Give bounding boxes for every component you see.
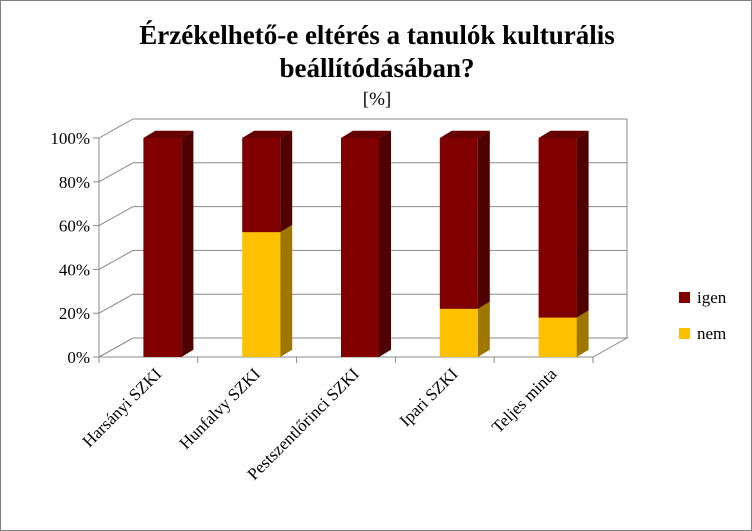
gridline-diagonal	[98, 293, 134, 314]
bar-top	[341, 130, 391, 138]
category-label: Pestszentlőrinci SZKI	[244, 364, 364, 484]
category-label: Ipari SZKI	[396, 364, 462, 430]
legend-swatch	[679, 328, 690, 339]
legend: igen nem	[679, 288, 727, 343]
bar	[242, 138, 281, 233]
legend-label: igen	[697, 288, 727, 307]
bar	[538, 317, 577, 357]
gridline-diagonal	[98, 249, 134, 270]
y-tick-label: 60%	[59, 217, 90, 236]
bar	[341, 138, 379, 357]
bar-side	[280, 224, 293, 357]
y-tick-label: 20%	[59, 304, 90, 323]
gridline-diagonal	[98, 206, 134, 227]
bar	[242, 232, 281, 357]
y-tick-label: 40%	[59, 260, 90, 279]
y-tick-label: 80%	[59, 173, 90, 192]
legend-swatch	[679, 292, 690, 303]
legend-label: nem	[697, 324, 726, 343]
bar-side	[181, 130, 194, 357]
bar	[538, 138, 577, 318]
chart-title-line-2: beállítódásában?	[279, 53, 474, 83]
bar	[439, 138, 478, 309]
bar-top	[538, 130, 589, 138]
chart-title-line-1: Érzékelhető-e eltérés a tanulók kulturál…	[139, 20, 614, 50]
y-tick-label: 100%	[50, 129, 90, 148]
chart-subtitle: [%]	[363, 89, 391, 110]
bar	[143, 138, 182, 357]
bar-top	[242, 130, 293, 138]
bar-side	[477, 301, 490, 357]
bar-top	[143, 130, 194, 138]
bar-side	[280, 130, 293, 233]
y-tick-label: 0%	[67, 348, 90, 367]
bar-side	[576, 130, 589, 318]
bar-side	[477, 130, 490, 309]
gridline-diagonal	[98, 118, 134, 139]
gridline-diagonal	[98, 162, 134, 183]
plot-area: 0% 20% 40% 60% 80% 100% Harsányi SZKI Hunfalvy …	[50, 118, 629, 484]
category-label: Hunfalvy SZKI	[175, 364, 264, 453]
bar-top	[439, 130, 490, 138]
bar-side	[379, 130, 391, 357]
bar-side	[576, 310, 589, 357]
bar	[439, 308, 478, 357]
category-label: Harsányi SZKI	[79, 364, 166, 451]
category-label: Teljes minta	[488, 364, 561, 437]
